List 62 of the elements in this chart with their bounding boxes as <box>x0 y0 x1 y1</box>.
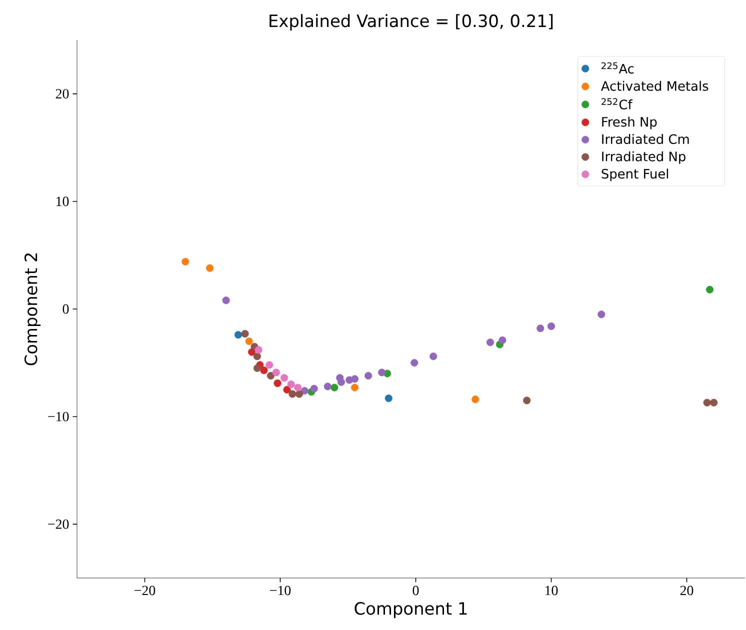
point <box>346 376 354 384</box>
legend-label: Activated Metals <box>601 80 708 91</box>
point <box>350 384 359 392</box>
point <box>410 359 418 367</box>
point <box>330 384 338 392</box>
point <box>378 368 386 376</box>
point <box>703 398 711 406</box>
legend-label: Fresh Np <box>602 116 657 130</box>
point <box>254 346 262 354</box>
legend-label: Irradiated Np <box>602 151 686 164</box>
point <box>536 324 544 332</box>
point <box>364 372 372 380</box>
legend-label: Spent Fuel <box>602 168 668 182</box>
point <box>598 310 606 318</box>
x-tick-label: −10 <box>270 586 291 596</box>
point <box>274 379 282 388</box>
point <box>706 286 714 294</box>
y-tick-label: 20 <box>56 89 69 99</box>
point <box>710 398 718 406</box>
legend-label: $^{252}$Cf <box>602 98 633 110</box>
point <box>498 336 506 344</box>
x-tick-label: 20 <box>680 586 694 596</box>
point <box>266 361 274 369</box>
y-tick-label: −20 <box>48 519 69 529</box>
x-tick-label: 0 <box>412 586 419 596</box>
x-tick-label: −20 <box>134 586 156 596</box>
point <box>294 384 302 392</box>
point <box>310 384 318 392</box>
point <box>245 337 253 346</box>
point <box>272 368 280 376</box>
point <box>523 396 531 404</box>
point <box>300 386 308 395</box>
point <box>430 352 438 360</box>
point <box>295 390 304 398</box>
point <box>234 331 242 339</box>
point <box>384 394 392 402</box>
y-tick-label: 0 <box>62 304 69 314</box>
point <box>287 380 295 388</box>
point <box>486 338 494 346</box>
point <box>206 264 214 272</box>
point <box>288 390 296 398</box>
y-axis-title: Component 2 <box>24 253 41 366</box>
point <box>547 322 556 330</box>
legend-label: Irradiated Cm <box>602 134 689 144</box>
point <box>241 330 249 338</box>
y-tick-label: 10 <box>56 196 69 206</box>
point <box>182 258 190 266</box>
point <box>324 382 332 390</box>
point <box>260 366 268 374</box>
y-tick-label: −10 <box>48 412 69 422</box>
point <box>472 396 480 404</box>
legend-label: $^{225}$Ac <box>602 62 634 74</box>
point <box>336 374 344 382</box>
point <box>280 374 288 382</box>
x-axis-title: Component 1 <box>354 602 467 618</box>
point <box>283 386 291 394</box>
point <box>253 364 261 372</box>
point <box>253 352 261 360</box>
point <box>222 296 230 304</box>
x-tick-label: 10 <box>545 586 558 596</box>
point <box>266 372 275 380</box>
chart-title: Explained Variance = [0.30, 0.21] <box>270 14 553 30</box>
